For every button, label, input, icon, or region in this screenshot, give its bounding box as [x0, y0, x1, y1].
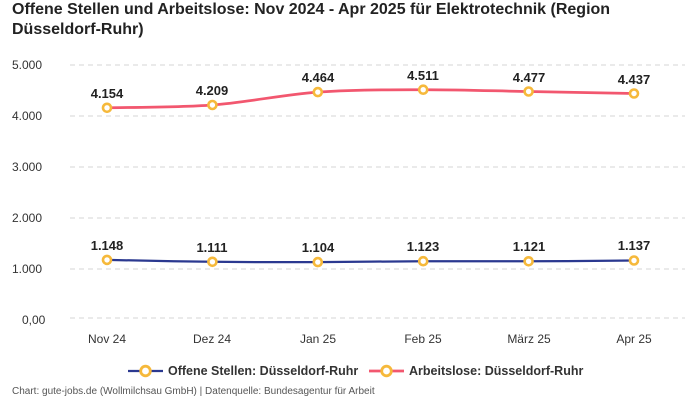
svg-text:Jan 25: Jan 25	[300, 332, 336, 346]
svg-text:4.464: 4.464	[302, 70, 335, 85]
svg-text:Dez 24: Dez 24	[193, 332, 231, 346]
svg-text:1.137: 1.137	[618, 238, 651, 253]
svg-text:1.123: 1.123	[407, 239, 440, 254]
svg-text:Apr 25: Apr 25	[616, 332, 652, 346]
svg-text:4.437: 4.437	[618, 72, 651, 87]
svg-text:5.000: 5.000	[12, 58, 42, 72]
svg-text:1.000: 1.000	[12, 262, 42, 276]
svg-text:Feb 25: Feb 25	[404, 332, 442, 346]
svg-text:4.511: 4.511	[407, 68, 439, 83]
svg-text:3.000: 3.000	[12, 160, 42, 174]
svg-text:4.209: 4.209	[196, 83, 229, 98]
svg-text:1.104: 1.104	[302, 240, 335, 255]
svg-text:1.148: 1.148	[91, 238, 124, 253]
svg-text:4.000: 4.000	[12, 109, 42, 123]
svg-text:Nov 24: Nov 24	[88, 332, 126, 346]
svg-text:Arbeitslose: Düsseldorf-Ruhr: Arbeitslose: Düsseldorf-Ruhr	[409, 364, 583, 378]
svg-text:1.121: 1.121	[513, 239, 546, 254]
svg-text:März 25: März 25	[507, 332, 551, 346]
svg-text:2.000: 2.000	[12, 211, 42, 225]
svg-text:0,00: 0,00	[22, 313, 46, 327]
svg-text:Offene Stellen: Düsseldorf-Ruh: Offene Stellen: Düsseldorf-Ruhr	[168, 364, 358, 378]
svg-text:4.154: 4.154	[91, 86, 124, 101]
svg-text:4.477: 4.477	[513, 70, 546, 85]
svg-text:1.111: 1.111	[196, 240, 227, 255]
